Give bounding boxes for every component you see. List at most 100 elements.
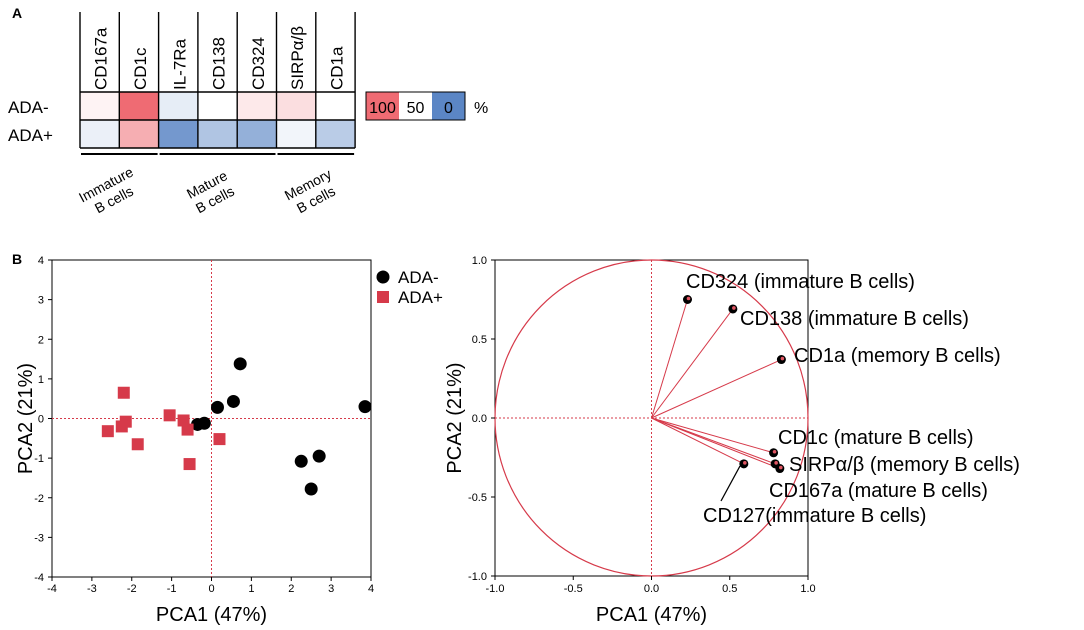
x-tick-label: -3 [87, 583, 97, 595]
heatmap-cell [197, 120, 238, 148]
y-tick-label: -0.5 [468, 492, 487, 504]
loading-vector [651, 308, 734, 419]
leader-line-cd127 [720, 465, 741, 502]
y-tick-label: 0 [38, 414, 44, 426]
x-axis-label: PCA1 (47%) [596, 604, 707, 626]
data-point-ada-pos [177, 414, 190, 427]
loading-point-highlight [774, 461, 778, 465]
data-point-ada-neg [312, 449, 326, 463]
y-tick-label: -2 [34, 493, 44, 505]
data-point-ada-pos [181, 423, 194, 436]
data-point-ada-neg [233, 357, 247, 371]
y-axis-label: PCA2 (21%) [15, 363, 37, 474]
heatmap-cell [276, 92, 316, 120]
data-point-ada-neg [294, 454, 308, 468]
heatmap-cell [119, 92, 159, 120]
data-point-ada-pos [163, 409, 176, 422]
legend-swatch [399, 92, 432, 120]
y-axis-label: PCA2 (21%) [444, 362, 466, 473]
legend-swatch [366, 92, 399, 120]
heatmap-cell [158, 120, 198, 148]
loading-label: CD1a (memory B cells) [794, 345, 1001, 367]
data-point-ada-neg [210, 400, 224, 414]
x-tick-label: -0.5 [564, 583, 583, 595]
group-label: ImmatureB cells [76, 163, 144, 220]
column-header: CD167a [92, 27, 111, 90]
loading-label: CD1c (mature B cells) [778, 427, 974, 449]
y-tick-label: -4 [34, 572, 44, 584]
legend-label: 0 [444, 100, 453, 117]
x-tick-label: 4 [368, 583, 374, 595]
heatmap-cell [237, 92, 277, 120]
heatmap-cell [197, 92, 238, 120]
x-tick-label: -4 [47, 583, 57, 595]
data-point-ada-neg [226, 394, 240, 408]
column-header: CD1c [131, 47, 150, 90]
loading-label: CD127(immature B cells) [703, 505, 926, 527]
legend-unit: % [474, 100, 488, 117]
row-label: ADA- [8, 98, 49, 117]
column-header: CD324 [249, 37, 268, 90]
heatmap-cell [315, 120, 356, 148]
data-point-ada-pos [213, 433, 226, 446]
pca-loading-plot: -1.0 -0.5 0.0 0.5 1.0 -1.0 -0.5 0.0 0.5 1.0 PCA1 (… [444, 255, 1020, 626]
x-tick-label: 3 [328, 583, 334, 595]
x-tick-label: 1.0 [800, 583, 815, 595]
y-tick-label: 1 [38, 374, 44, 386]
column-header: CD1a [327, 46, 346, 90]
legend-marker-ada-pos [377, 291, 389, 303]
loading-label: CD167a (mature B cells) [769, 480, 988, 502]
data-point-ada-pos [115, 420, 128, 433]
heatmap-cell [80, 92, 120, 120]
group-label: MemoryB cells [282, 166, 342, 219]
loading-vector [651, 299, 688, 419]
loading-vector [651, 417, 745, 465]
legend-label-ada-pos: ADA+ [398, 288, 443, 307]
y-tick-label: 1.0 [472, 255, 487, 267]
legend-label: 100 [369, 100, 396, 117]
loading-point-highlight [780, 356, 785, 361]
loading-vector [651, 417, 774, 454]
heatmap-cell [158, 92, 198, 120]
column-header: CD138 [210, 37, 229, 90]
x-tick-label: -2 [127, 583, 137, 595]
y-tick-label: 0.0 [472, 413, 487, 425]
loading-vector [651, 359, 782, 419]
data-point-ada-pos [117, 386, 130, 399]
x-tick-label: -1 [167, 583, 177, 595]
loading-point-highlight [686, 296, 691, 301]
legend-label: 50 [407, 100, 425, 117]
panel-label-b: B [12, 251, 22, 267]
data-point-ada-neg [191, 417, 205, 431]
loading-point-highlight [743, 461, 747, 465]
heatmap-cell [80, 120, 120, 148]
x-tick-label: -1.0 [486, 583, 505, 595]
loading-label: CD138 (immature B cells) [740, 308, 969, 330]
heatmap-panel: CD167a CD1c IL-7Ra CD138 CD324 SIRPα/β CD1a ADA… [8, 12, 488, 220]
y-tick-label: -1.0 [468, 571, 487, 583]
data-point-ada-pos [101, 425, 114, 438]
heatmap-cell [315, 92, 356, 120]
y-tick-label: 2 [38, 334, 44, 346]
loading-point-highlight [772, 449, 777, 454]
panel-label-a: A [12, 5, 22, 21]
y-tick-label: 3 [38, 295, 44, 307]
data-point-ada-pos [131, 438, 144, 451]
heatmap-cell [237, 120, 277, 148]
data-point-ada-neg [358, 400, 372, 414]
column-header: IL-7Ra [170, 38, 189, 90]
x-tick-label: 0.0 [644, 583, 659, 595]
loading-vector [651, 417, 781, 470]
loading-label: SIRPα/β (memory B cells) [789, 454, 1020, 476]
x-axis-label: PCA1 (47%) [156, 604, 267, 626]
data-point-ada-pos [183, 458, 196, 471]
loading-point-highlight [732, 306, 736, 310]
y-tick-label: 0.5 [472, 334, 487, 346]
loading-label: CD324 (immature B cells) [686, 271, 915, 293]
y-tick-label: -1 [34, 453, 44, 465]
x-tick-label: 1 [248, 583, 254, 595]
x-tick-label: 0.5 [722, 583, 737, 595]
y-tick-label: -3 [34, 532, 44, 544]
y-tick-label: 4 [38, 255, 44, 267]
